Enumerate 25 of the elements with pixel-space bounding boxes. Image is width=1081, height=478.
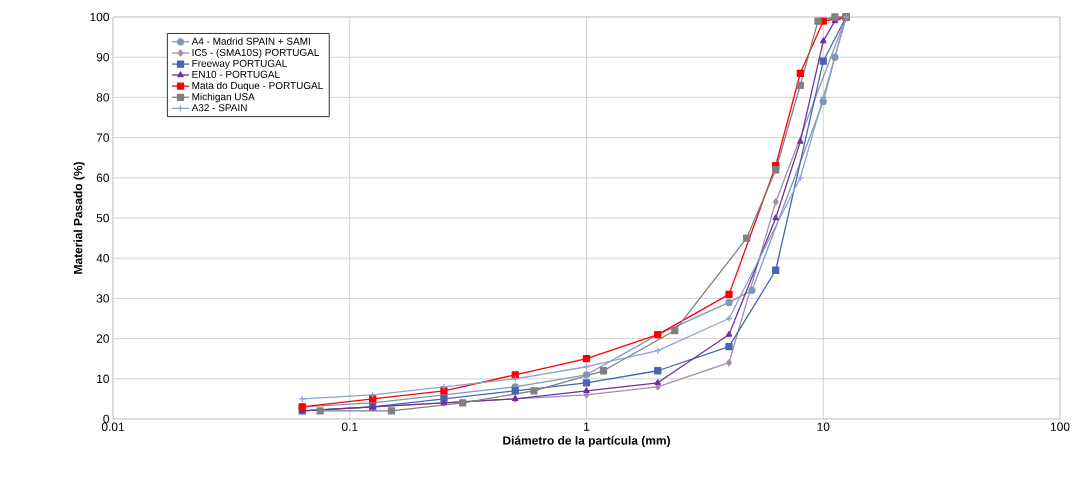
y-tick-label: 80 <box>96 93 110 102</box>
y-tick-label: 0 <box>103 414 110 424</box>
legend-label: A32 - SPAIN <box>191 104 247 112</box>
x-axis-title: Diámetro de la partícula (mm) <box>503 435 670 448</box>
x-tick-label: 100 <box>1050 422 1070 431</box>
x-tick-label: 0.1 <box>341 422 358 431</box>
y-tick-label: 100 <box>90 12 110 22</box>
legend-label: Mata do Duque - PORTUGAL <box>192 81 323 92</box>
x-tick-label: 10 <box>817 422 830 431</box>
y-tick-label: 20 <box>96 334 110 343</box>
x-tick-label: 1 <box>584 422 590 431</box>
y-tick-label: 40 <box>96 253 110 263</box>
legend-label: EN10 - PORTUGAL <box>192 70 280 78</box>
x-tick-label: 0.01 <box>101 422 125 431</box>
y-tick-label: 60 <box>96 173 110 183</box>
legend-label: A4 - Madrid SPAIN + SAMI <box>191 37 310 45</box>
legend-label: IC5 - (SMA10S) PORTUGAL <box>192 48 320 58</box>
y-axis-title: Material Pasado (%) <box>73 162 85 274</box>
y-tick-label: 90 <box>96 52 110 62</box>
y-tick-label: 10 <box>97 374 110 384</box>
y-tick-label: 70 <box>96 133 110 142</box>
legend-label: Michigan USA <box>192 92 255 103</box>
y-tick-label: 30 <box>96 294 110 303</box>
legend-label: Freeway PORTUGAL <box>192 59 287 69</box>
y-tick-label: 50 <box>96 213 110 223</box>
